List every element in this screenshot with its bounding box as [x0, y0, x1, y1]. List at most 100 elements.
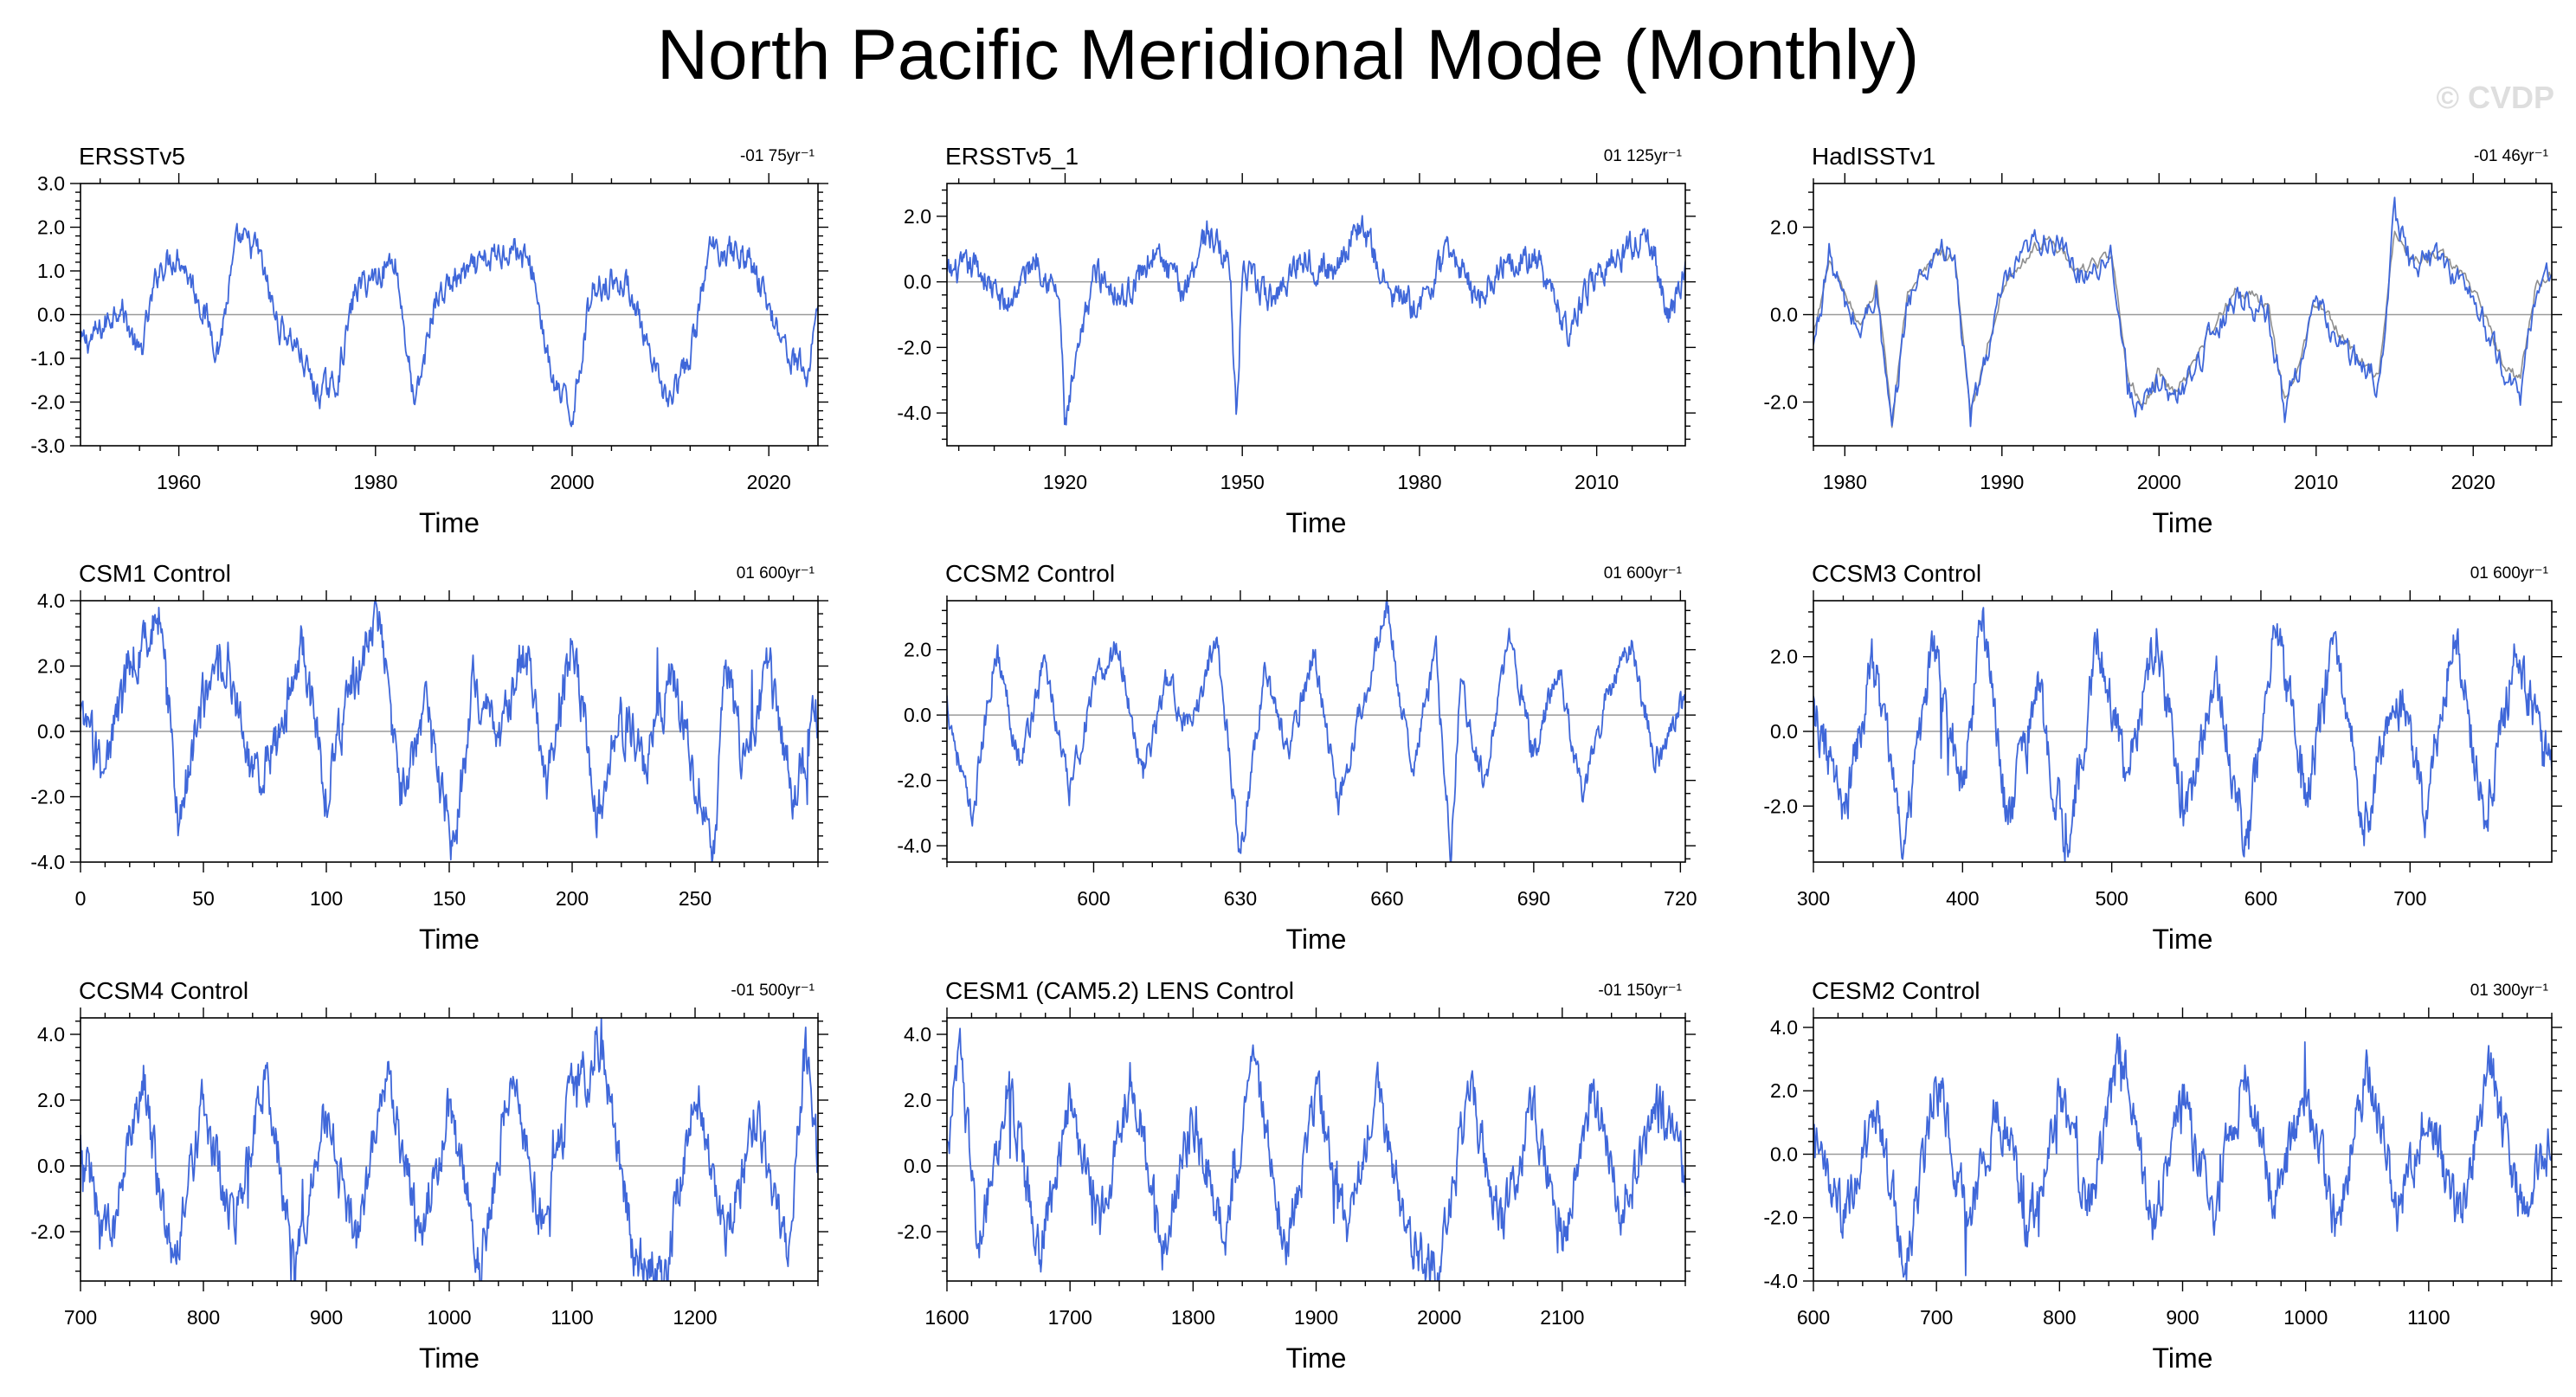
- y-tick-label: 2.0: [904, 639, 931, 661]
- x-tick-label: 250: [679, 887, 712, 910]
- trend-label: -01 500yr⁻¹: [731, 982, 815, 1000]
- x-axis-title: Time: [1286, 1342, 1347, 1374]
- y-tick-label: 2.0: [37, 1089, 65, 1111]
- x-tick-label: 1980: [1397, 471, 1441, 493]
- panel-2: HadISSTv1 -01 46yr⁻¹ 1980 1990 2000 2010 2020 -…: [1763, 143, 2562, 538]
- series-line-primary: [947, 601, 1685, 862]
- y-tick-label: 4.0: [37, 589, 65, 612]
- y-tick-label: 2.0: [1770, 646, 1798, 668]
- trend-label: -01 46yr⁻¹: [2474, 147, 2548, 165]
- y-tick-label: 0.0: [1770, 304, 1798, 326]
- x-tick-label: 1900: [1294, 1306, 1338, 1329]
- x-tick-label: 1800: [1171, 1306, 1215, 1329]
- x-tick-label: 700: [2393, 887, 2426, 910]
- y-tick-label: -4.0: [1763, 1270, 1798, 1292]
- x-tick-label: 600: [1077, 887, 1110, 910]
- trend-label: -01 150yr⁻¹: [1598, 982, 1682, 1000]
- y-tick-label: 4.0: [1770, 1016, 1798, 1039]
- x-tick-label: 600: [2244, 887, 2277, 910]
- y-tick-label: -3.0: [30, 435, 65, 457]
- series-line-secondary: [1813, 230, 2552, 428]
- panel-title: CCSM4 Control: [79, 977, 248, 1004]
- x-axis-title: Time: [419, 507, 480, 538]
- x-axis-title: Time: [2153, 1342, 2213, 1374]
- x-tick-label: 900: [310, 1306, 343, 1329]
- y-tick-label: -2.0: [897, 769, 931, 792]
- trend-label: 01 300yr⁻¹: [2470, 982, 2548, 1000]
- x-tick-label: 630: [1224, 887, 1257, 910]
- x-tick-label: 800: [187, 1306, 220, 1329]
- panel-5: CCSM3 Control 01 600yr⁻¹ 300 400 500 600 700 -2…: [1763, 560, 2562, 955]
- y-tick-label: -4.0: [30, 851, 65, 873]
- x-tick-label: 1960: [157, 471, 201, 493]
- x-tick-label: 100: [310, 887, 343, 910]
- x-tick-label: 150: [433, 887, 466, 910]
- y-tick-label: -2.0: [1763, 795, 1798, 817]
- panel-title: ERSSTv5: [79, 143, 185, 170]
- panel-3: CSM1 Control 01 600yr⁻¹ 0 50 100 150 200 250 -4.…: [30, 560, 828, 955]
- trend-label: 01 600yr⁻¹: [1604, 564, 1682, 583]
- trend-label: 01 600yr⁻¹: [2470, 564, 2548, 583]
- panel-title: CESM2 Control: [1812, 977, 1980, 1004]
- x-tick-label: 1000: [427, 1306, 471, 1329]
- x-axis-title: Time: [419, 924, 480, 955]
- trend-label: 01 600yr⁻¹: [737, 564, 815, 583]
- panel-6: CCSM4 Control -01 500yr⁻¹ 700 800 900 1000 110…: [30, 977, 828, 1374]
- y-tick-label: -2.0: [897, 1220, 931, 1243]
- y-tick-label: 4.0: [37, 1023, 65, 1046]
- y-tick-label: -1.0: [30, 347, 65, 370]
- plot-frame: [946, 1017, 1686, 1282]
- x-tick-label: 1980: [353, 471, 397, 493]
- x-tick-label: 1950: [1220, 471, 1265, 493]
- x-axis-title: Time: [2153, 924, 2213, 955]
- y-tick-label: 2.0: [37, 216, 65, 239]
- y-tick-label: -4.0: [897, 402, 931, 424]
- x-tick-label: 2020: [747, 471, 791, 493]
- x-tick-label: 690: [1517, 887, 1550, 910]
- y-tick-label: 2.0: [904, 205, 931, 228]
- x-tick-label: 700: [1920, 1306, 1953, 1329]
- x-tick-label: 500: [2095, 887, 2128, 910]
- x-tick-label: 1990: [1980, 471, 2024, 493]
- x-tick-label: 2020: [2451, 471, 2496, 493]
- x-tick-label: 700: [64, 1306, 97, 1329]
- series-line-primary: [80, 1018, 818, 1281]
- x-tick-label: 2100: [1540, 1306, 1584, 1329]
- series-line-primary: [80, 222, 818, 428]
- y-tick-label: 1.0: [37, 260, 65, 282]
- series-line-primary: [1813, 1033, 2552, 1281]
- x-tick-label: 2000: [2137, 471, 2181, 493]
- y-tick-label: 0.0: [1770, 720, 1798, 743]
- y-tick-label: -2.0: [1763, 391, 1798, 414]
- series-line-primary: [1813, 196, 2552, 428]
- panel-0: ERSSTv5 -01 75yr⁻¹ 1960 1980 2000 2020 -3.0 -2.…: [30, 143, 828, 538]
- series-line-primary: [947, 1027, 1685, 1281]
- panel-8: CESM2 Control 01 300yr⁻¹ 600 700 800 900 1000 1…: [1763, 977, 2562, 1374]
- x-tick-label: 50: [192, 887, 215, 910]
- y-tick-label: 2.0: [1770, 1079, 1798, 1102]
- y-tick-label: 0.0: [37, 304, 65, 326]
- x-tick-label: 2000: [1417, 1306, 1461, 1329]
- x-tick-label: 0: [75, 887, 87, 910]
- x-tick-label: 1200: [673, 1306, 717, 1329]
- x-tick-label: 2000: [550, 471, 594, 493]
- y-tick-label: -2.0: [1763, 1207, 1798, 1229]
- trend-label: -01 75yr⁻¹: [740, 147, 815, 165]
- plot-frame: [946, 183, 1686, 447]
- x-tick-label: 1100: [2407, 1306, 2450, 1329]
- y-tick-label: 0.0: [904, 704, 931, 726]
- x-tick-label: 660: [1370, 887, 1403, 910]
- x-tick-label: 800: [2043, 1306, 2076, 1329]
- series-line-primary: [80, 601, 818, 862]
- x-axis-title: Time: [1286, 924, 1347, 955]
- figure-title: North Pacific Meridional Mode (Monthly): [656, 16, 1920, 94]
- x-tick-label: 1920: [1043, 471, 1087, 493]
- y-tick-label: 0.0: [37, 720, 65, 743]
- x-axis-title: Time: [2153, 507, 2213, 538]
- x-axis-title: Time: [1286, 507, 1347, 538]
- cvdp-watermark: © CVDP: [2436, 80, 2554, 115]
- panel-title: CESM1 (CAM5.2) LENS Control: [945, 977, 1294, 1004]
- y-tick-label: 0.0: [904, 1155, 931, 1177]
- x-tick-label: 1600: [924, 1306, 969, 1329]
- x-tick-label: 720: [1664, 887, 1697, 910]
